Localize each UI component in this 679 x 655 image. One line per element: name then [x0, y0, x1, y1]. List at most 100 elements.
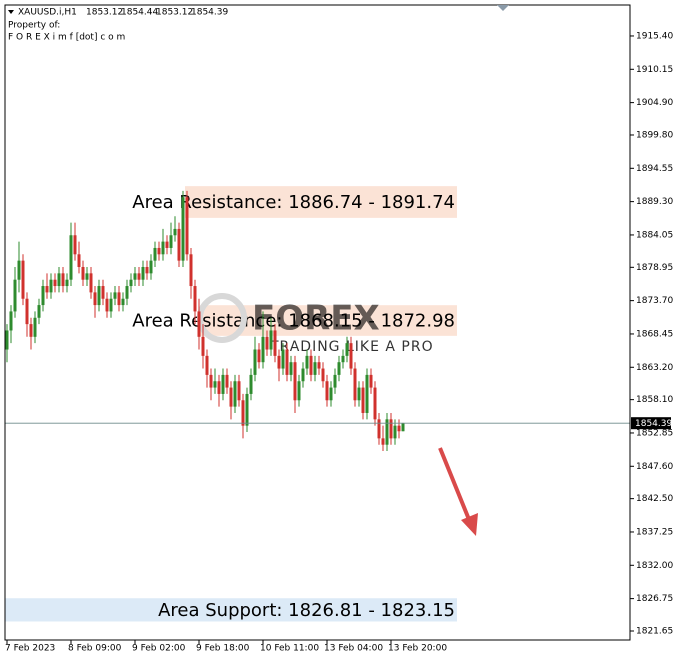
y-tick-label: 1899.80 [636, 130, 673, 140]
candle-body [149, 260, 153, 274]
y-tick-label: 1826.75 [636, 594, 673, 604]
candle-body [13, 279, 17, 312]
plot [5, 190, 630, 452]
candle-body [361, 387, 365, 413]
candle-body [157, 247, 161, 255]
y-tick-label: 1837.25 [636, 527, 673, 537]
candle-body [209, 374, 213, 388]
zone-label: Area Resistance: 1886.74 - 1891.74 [132, 192, 455, 213]
x-tick-label: 9 Feb 18:00 [196, 644, 250, 654]
candle-body [293, 362, 297, 401]
candle-body [5, 330, 9, 350]
candle-body [45, 286, 49, 293]
y-tick-label: 1832.00 [636, 561, 673, 571]
candle-body [377, 419, 381, 439]
candle-body [89, 273, 93, 293]
candle-body [33, 317, 37, 337]
x-tick-label: 10 Feb 11:00 [260, 644, 319, 654]
x-tick-label: 13 Feb 20:00 [388, 644, 447, 654]
zone-label: Area Support: 1826.81 - 1823.15 [158, 600, 455, 621]
y-tick-label: 1847.60 [636, 462, 673, 472]
candle-body [357, 387, 361, 401]
candle-body [137, 273, 141, 280]
candle-body [389, 419, 393, 439]
candle-body [309, 355, 313, 375]
candle-body [57, 273, 61, 287]
candle-body [37, 305, 41, 318]
candle-body [193, 286, 197, 312]
candle-body [301, 368, 305, 382]
header-high: 1854.44 [121, 8, 158, 18]
zone-band [185, 186, 457, 218]
zone-band [5, 598, 457, 622]
header-close: 1854.39 [191, 8, 228, 18]
candle-body [205, 355, 209, 375]
owner-label: Property of: [8, 21, 60, 31]
candle-body [77, 254, 81, 267]
candle-body [381, 438, 385, 445]
candle-body [133, 273, 137, 280]
candle-body [321, 368, 325, 382]
candle-body [317, 362, 321, 369]
candle-body [141, 266, 145, 280]
candle-body [153, 247, 157, 261]
candle-body [329, 387, 333, 401]
candle-body [393, 425, 397, 439]
watermark-text: FOREX [252, 299, 380, 339]
y-tick-label: 1884.05 [636, 230, 673, 240]
candle-body [353, 368, 357, 401]
candle-body [365, 374, 369, 413]
x-tick-label: 7 Feb 2023 [5, 644, 55, 654]
candle-body [21, 260, 25, 299]
candle-body [93, 292, 97, 306]
candle-body [105, 298, 109, 312]
y-tick-label: 1904.90 [636, 98, 673, 108]
candle-body [253, 349, 257, 375]
candle-body [97, 286, 101, 306]
candle-body [305, 355, 309, 369]
candle-body [25, 298, 29, 325]
y-tick-label: 1852.85 [636, 428, 673, 438]
arrow [438, 447, 478, 536]
candle-body [313, 362, 317, 375]
candle-body [161, 241, 165, 255]
y-tick-label: 1842.50 [636, 494, 673, 504]
candle-body [257, 349, 261, 363]
candle-body [397, 425, 401, 432]
candle-body [177, 228, 181, 261]
candle-body [109, 298, 113, 312]
candle-body [69, 235, 73, 280]
x-tick-label: 9 Feb 02:00 [132, 644, 186, 654]
candle-body [281, 349, 285, 369]
candle-body [285, 349, 289, 375]
candle-body [325, 381, 329, 401]
arrow-shaft [438, 447, 472, 523]
candle-body [333, 374, 337, 388]
y-tick-label: 1894.55 [636, 164, 673, 174]
candle-body [241, 400, 245, 426]
candle-body [369, 374, 373, 388]
y-tick-label: 1821.65 [636, 626, 673, 636]
y-tick-label: 1858.10 [636, 395, 673, 405]
candle-body [225, 374, 229, 388]
arrow-head [461, 513, 478, 536]
y-tick-label: 1889.30 [636, 197, 673, 207]
candle-body [217, 381, 221, 394]
candle-body [145, 266, 149, 274]
y-tick-label: 1878.95 [636, 263, 673, 273]
candle-body [85, 273, 89, 280]
candle-body [249, 374, 253, 394]
candle-body [49, 279, 53, 293]
x-tick-label: 8 Feb 09:00 [68, 644, 122, 654]
y-tick-label: 1910.15 [636, 65, 673, 75]
candle-body [341, 355, 345, 363]
zones: Area Resistance: 1886.74 - 1891.74 Area R… [5, 186, 457, 622]
candle-body [265, 336, 269, 350]
candle-body [185, 197, 189, 255]
candle-body [181, 197, 185, 261]
candle-body [237, 381, 241, 401]
candle-body [17, 260, 21, 280]
candle-body [81, 266, 85, 280]
candle-body [385, 419, 389, 445]
